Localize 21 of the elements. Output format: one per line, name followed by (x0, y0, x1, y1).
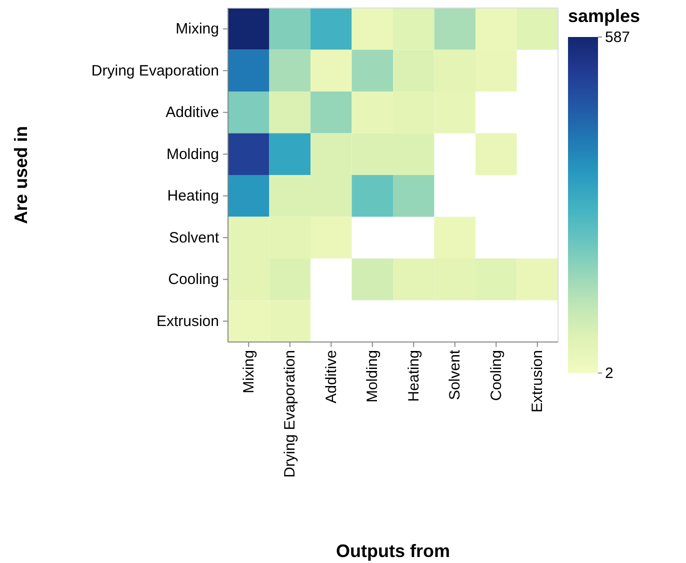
x-axis-title: Outputs from (336, 541, 450, 561)
color-bar-title: samples (568, 6, 640, 26)
y-tick-label: Mixing (176, 20, 219, 38)
color-bar-label: 2 (605, 364, 614, 382)
color-bar-label: 587 (605, 28, 630, 46)
x-tick-label: Mixing (240, 350, 258, 394)
x-tick-label: Heating (405, 350, 422, 402)
y-tick-label: Extrusion (156, 312, 219, 330)
x-tick-label: Solvent (446, 349, 464, 400)
y-tick-label: Solvent (168, 229, 220, 246)
y-tick-label: Molding (166, 146, 219, 163)
x-tick-label: Cooling (488, 350, 505, 401)
x-tick-label: Additive (322, 350, 340, 404)
y-tick-label: Drying Evaporation (91, 62, 219, 80)
y-tick-label: Cooling (168, 271, 219, 288)
x-tick-label: Extrusion (529, 350, 546, 413)
y-tick-label: Additive (166, 104, 219, 122)
y-axis-title: Are used in (11, 126, 31, 224)
x-tick-label: Molding (364, 350, 382, 403)
x-tick-label: Drying Evaporation (282, 350, 299, 478)
y-tick-label: Heating (167, 188, 219, 205)
